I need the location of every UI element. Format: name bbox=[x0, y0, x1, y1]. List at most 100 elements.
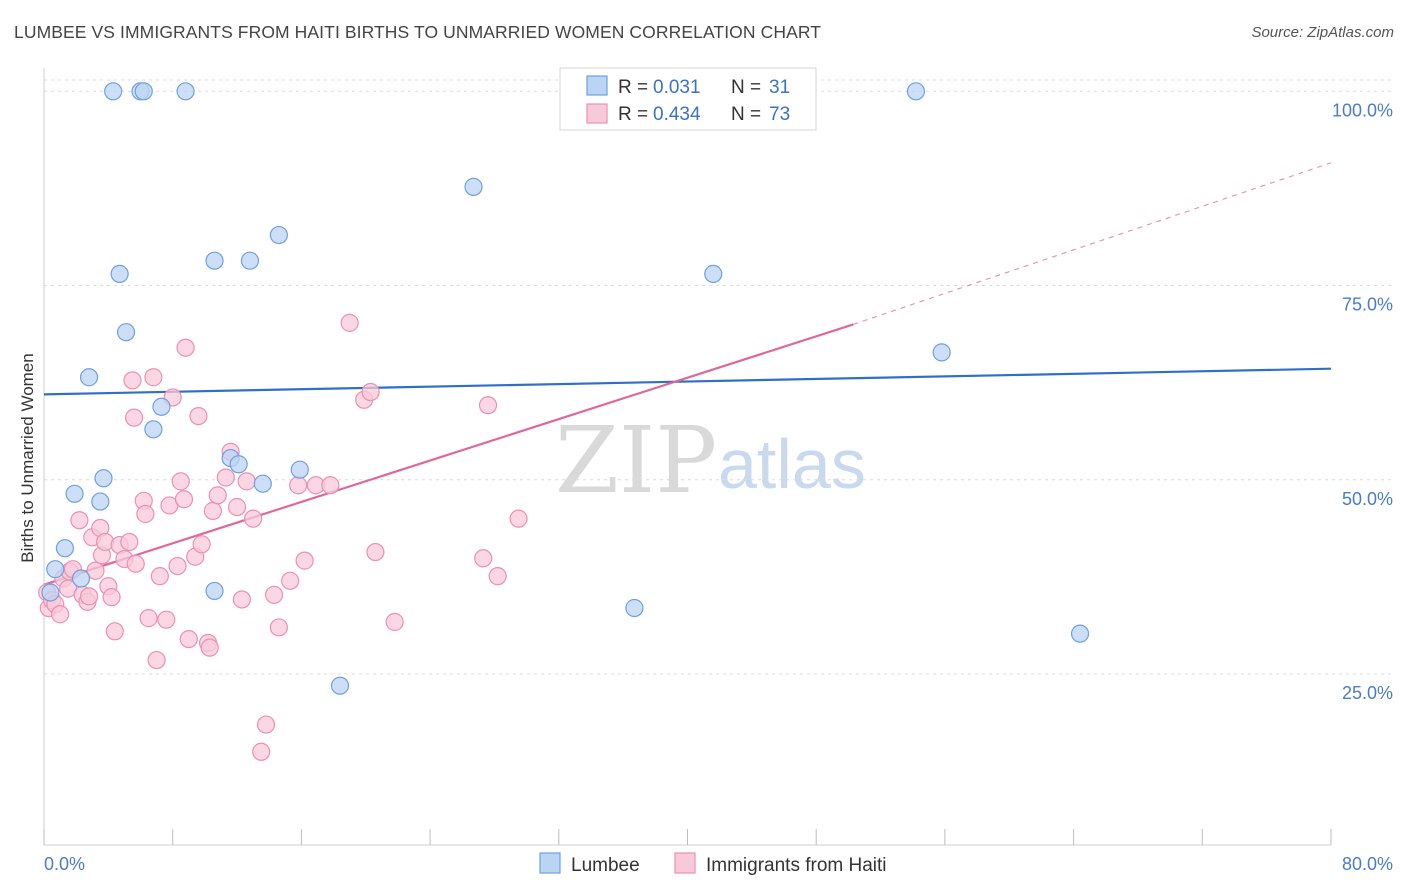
lumbee-point bbox=[229, 455, 248, 474]
haiti-point bbox=[244, 509, 263, 528]
haiti-swatch bbox=[586, 103, 608, 124]
data-points bbox=[38, 79, 1090, 761]
lumbee-n-value: 31 bbox=[769, 77, 790, 98]
lumbee-point bbox=[240, 251, 260, 270]
lumbee-point bbox=[253, 474, 272, 493]
haiti-point bbox=[124, 408, 144, 427]
haiti-point bbox=[120, 532, 139, 552]
chart-title: LUMBEE VS IMMIGRANTS FROM HAITI BIRTHS T… bbox=[14, 22, 822, 42]
haiti-point bbox=[189, 406, 208, 426]
haiti-point bbox=[171, 472, 190, 491]
y-axis-label: Births to Unmarried Women bbox=[18, 353, 37, 562]
haiti-point bbox=[123, 371, 142, 390]
legend-haiti-label: Immigrants from Haiti bbox=[706, 855, 887, 876]
lumbee-point bbox=[71, 569, 91, 588]
haiti-point bbox=[144, 368, 163, 387]
haiti-point bbox=[488, 567, 507, 586]
legend-lumbee-label: Lumbee bbox=[571, 855, 640, 876]
haiti-point bbox=[478, 396, 498, 415]
haiti-point bbox=[176, 338, 195, 357]
stats-legend: R = 0.031 N = 31 R = 0.434 N = 73 bbox=[559, 67, 817, 131]
haiti-point bbox=[174, 490, 194, 509]
haiti-point bbox=[200, 638, 219, 657]
lumbee-point bbox=[79, 368, 99, 387]
lumbee-point bbox=[116, 323, 136, 342]
haiti-point bbox=[150, 567, 169, 586]
y-tick-label: 100.0% bbox=[1332, 100, 1393, 120]
lumbee-point bbox=[464, 177, 483, 196]
haiti-point bbox=[70, 511, 89, 530]
lumbee-point bbox=[205, 581, 224, 601]
lumbee-swatch bbox=[586, 75, 608, 96]
grid-lines bbox=[44, 79, 1393, 675]
watermark-zip: ZIP bbox=[555, 407, 717, 514]
lumbee-point bbox=[152, 397, 171, 416]
haiti-point bbox=[256, 715, 276, 734]
haiti-point bbox=[281, 571, 300, 590]
lumbee-r-label: R = bbox=[618, 77, 648, 98]
lumbee-point bbox=[91, 492, 110, 511]
haiti-point bbox=[192, 535, 211, 554]
haiti-point bbox=[86, 561, 105, 580]
haiti-point bbox=[340, 313, 359, 332]
x-tick-label-min: 0.0% bbox=[44, 854, 85, 874]
haiti-point bbox=[136, 504, 155, 524]
haiti-point bbox=[105, 622, 124, 641]
haiti-point bbox=[269, 618, 288, 637]
haiti-point bbox=[216, 468, 235, 487]
lumbee-r-value: 0.031 bbox=[653, 77, 701, 98]
haiti-r-label: R = bbox=[618, 104, 648, 125]
haiti-point bbox=[227, 497, 247, 517]
lumbee-point bbox=[290, 460, 309, 479]
haiti-point bbox=[252, 742, 271, 761]
lumbee-point bbox=[134, 82, 153, 101]
haiti-point bbox=[147, 650, 166, 670]
lumbee-point bbox=[176, 82, 195, 101]
source-credit: Source: ZipAtlas.com bbox=[1251, 24, 1394, 41]
haiti-point bbox=[385, 612, 404, 632]
haiti-r-value: 0.434 bbox=[653, 104, 701, 125]
haiti-point bbox=[168, 556, 187, 576]
lumbee-point bbox=[144, 420, 163, 439]
haiti-point bbox=[509, 509, 528, 528]
lumbee-point bbox=[625, 598, 644, 618]
y-tick-labels: 100.0% 75.0% 50.0% 25.0% bbox=[1332, 100, 1393, 703]
legend-haiti-swatch bbox=[674, 852, 696, 874]
haiti-point bbox=[289, 476, 308, 495]
lumbee-point bbox=[46, 560, 65, 579]
haiti-point bbox=[50, 605, 70, 624]
haiti-point bbox=[208, 486, 227, 505]
y-tick-label: 25.0% bbox=[1342, 683, 1393, 703]
x-tick-label-max: 80.0% bbox=[1342, 854, 1393, 874]
lumbee-trend-line bbox=[43, 367, 1332, 396]
trend-lines bbox=[43, 162, 1332, 586]
lumbee-point bbox=[704, 264, 723, 284]
series-legend: Lumbee Immigrants from Haiti bbox=[539, 852, 887, 876]
haiti-point bbox=[474, 549, 493, 568]
haiti-point bbox=[203, 501, 223, 520]
haiti-trend-line bbox=[43, 323, 854, 586]
lumbee-point bbox=[94, 469, 113, 488]
lumbee-point bbox=[110, 264, 129, 284]
x-axis-ticks bbox=[43, 829, 1332, 845]
haiti-point bbox=[237, 472, 256, 491]
haiti-point bbox=[179, 629, 198, 649]
haiti-point bbox=[361, 382, 380, 402]
y-tick-label: 75.0% bbox=[1342, 295, 1393, 315]
haiti-point bbox=[139, 609, 158, 628]
haiti-point bbox=[264, 585, 284, 604]
haiti-point bbox=[102, 588, 121, 607]
haiti-n-label: N = bbox=[731, 104, 761, 125]
haiti-point bbox=[79, 587, 99, 606]
lumbee-point bbox=[330, 676, 350, 695]
haiti-point bbox=[366, 542, 385, 562]
lumbee-point bbox=[932, 343, 951, 362]
lumbee-point bbox=[104, 82, 123, 101]
lumbee-point bbox=[41, 583, 60, 602]
haiti-point bbox=[295, 551, 314, 570]
lumbee-point bbox=[55, 539, 75, 558]
lumbee-point bbox=[205, 251, 224, 270]
y-tick-label: 50.0% bbox=[1342, 489, 1393, 509]
haiti-trend-extension bbox=[853, 162, 1332, 325]
